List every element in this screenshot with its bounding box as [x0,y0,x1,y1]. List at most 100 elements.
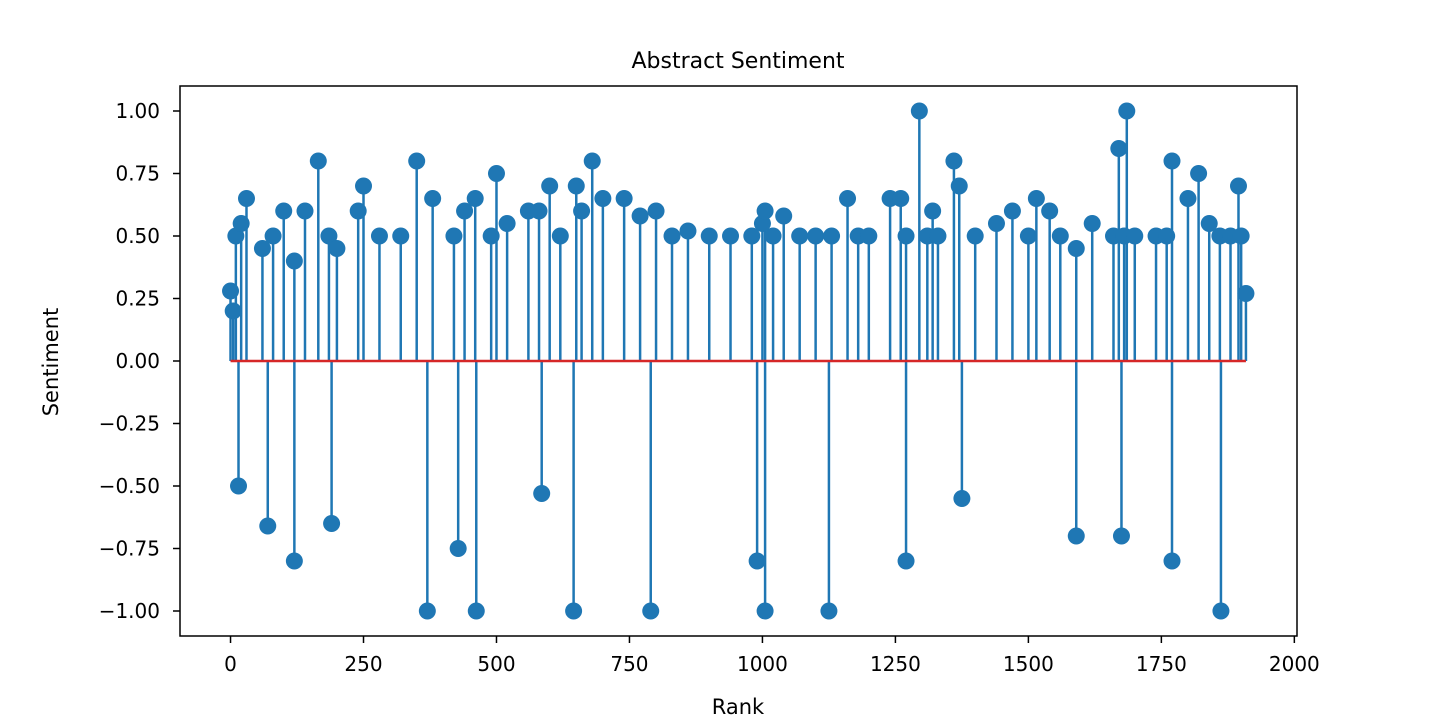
stem-marker [456,202,474,220]
stem-marker [392,227,410,245]
stem-marker [467,602,485,620]
stem-marker [642,602,660,620]
stem-marker [929,227,947,245]
x-axis-ticks: 0 250 500 750 1000 1250 1500 1750 2000 [224,636,1320,676]
stem-marker [1163,152,1181,170]
y-axis-ticks: −1.00 −0.75 −0.50 −0.25 0.00 0.25 0.50 0.75 1.00 [99,99,180,623]
stem-marker [1019,227,1037,245]
stem-marker [1179,190,1197,207]
stem-marker [1237,285,1255,302]
stem-marker [860,227,878,245]
stem-marker [1051,227,1069,245]
stem-marker [541,177,559,195]
stem-marker [320,227,338,245]
stem-marker [1112,527,1130,545]
stem-marker [1212,602,1230,620]
stem-marker [583,152,601,170]
stem-marker [823,227,841,245]
stem-marker [764,227,782,245]
stem-marker [756,602,774,620]
stem-marker [222,282,240,300]
stem-marker [631,207,649,225]
x-tick-label: 2000 [1269,652,1320,676]
stem-marker [679,222,697,240]
x-tick-label: 0 [224,652,237,676]
x-tick-label: 250 [344,652,382,676]
stem-marker [237,190,255,207]
stem-marker [349,202,367,220]
stem-marker [700,227,718,245]
stem-marker [756,202,774,220]
stem-marker [328,240,346,257]
stem-marker [408,152,426,170]
stem-marker [253,240,271,257]
stem-marker [530,202,548,220]
stem-marker [594,190,612,207]
stem-marker [323,515,341,532]
plot-area [222,102,1255,620]
stem-marker [533,485,551,502]
stem-marker [259,517,277,535]
stem-marker [418,602,436,620]
stem-marker [987,215,1005,232]
stem-marker [466,190,484,207]
stem-marker [285,552,303,570]
stem-marker [892,190,910,207]
stem-marker [424,190,442,207]
x-tick-label: 1500 [1003,652,1054,676]
stem-marker [1083,215,1101,232]
stem-marker [264,227,282,245]
stem-marker [743,227,761,245]
stem-marker [224,302,242,320]
stem-marker [924,202,942,220]
stem-marker [1118,102,1136,120]
stem-marker [897,227,915,245]
stem-marker [1067,527,1085,545]
x-tick-label: 1250 [870,652,921,676]
stem-marker [910,102,928,120]
stem-marker [285,252,303,270]
stem-marker [1003,202,1021,220]
y-tick-label: 0.25 [115,287,160,311]
stem-marker [647,202,665,220]
y-tick-label: −1.00 [99,599,160,623]
stem-marker [966,227,984,245]
stem-marker [487,165,505,182]
stem-marker [445,227,463,245]
stem-marker [498,215,516,232]
stem-marker [722,227,740,245]
x-tick-label: 1000 [737,652,788,676]
stem-marker [565,602,583,620]
stem-marker [791,227,809,245]
stem-marker [950,177,968,195]
stem-marker [1158,227,1176,245]
x-tick-label: 750 [610,652,648,676]
stem-marker [1190,165,1208,182]
y-tick-label: 0.75 [115,162,160,186]
y-tick-label: −0.75 [99,537,160,561]
stem-marker [355,177,373,195]
y-axis-label: Sentiment [39,308,63,417]
stem-marker [807,227,825,245]
stem-marker [551,227,569,245]
stem-marker [1200,215,1218,232]
stem-marker [820,602,838,620]
stem-marker [232,215,250,232]
stem-markers [222,102,1255,620]
stem-marker [309,152,327,170]
stem-marker [748,552,766,570]
stem-marker [1041,202,1059,220]
stem-marker [449,540,467,557]
stem-marker [1229,177,1247,195]
stem-marker [775,207,793,225]
x-axis-label: Rank [712,695,765,716]
y-tick-label: 0.00 [115,349,160,373]
stem-marker [275,202,293,220]
stem-lines [229,111,1248,611]
stem-marker [370,227,388,245]
y-tick-label: −0.25 [99,412,160,436]
stem-marker [839,190,857,207]
x-tick-label: 1750 [1136,652,1187,676]
stem-marker [953,490,971,507]
